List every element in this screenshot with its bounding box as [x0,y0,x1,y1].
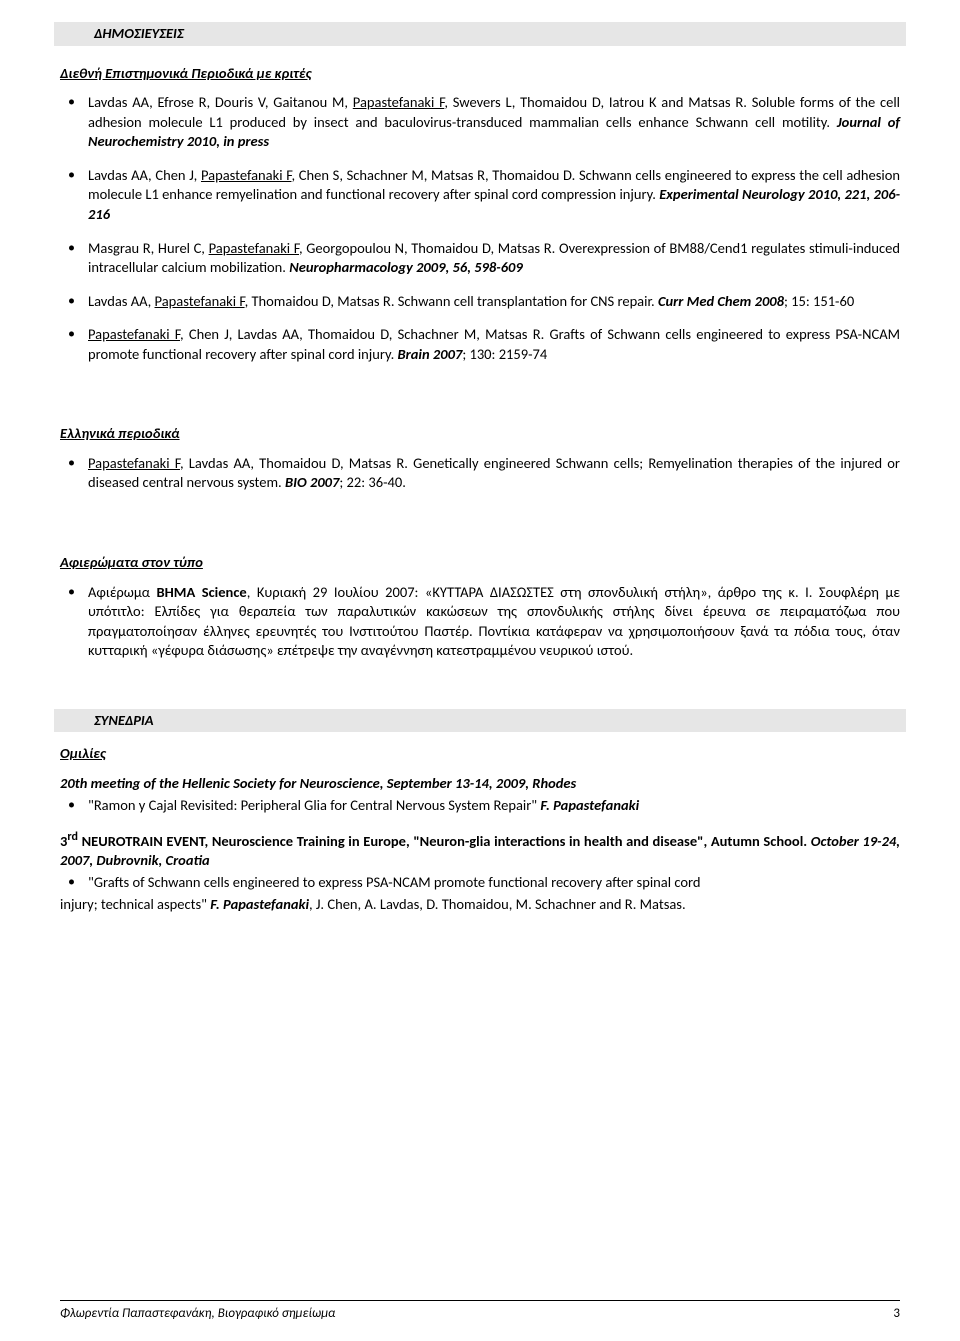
press-heading: Αφιερώματα στον τύπο [60,553,900,573]
talk-title: "Ramon y Cajal Revisited: Peripheral Gli… [88,796,540,814]
pub-text: ; 15: 151-60 [784,292,854,310]
press-list: Αφιέρωμα ΒΗΜΑ Science, Κυριακή 29 Ιουλίο… [60,583,900,661]
talk-list: "Grafts of Schwann cells engineered to e… [60,873,900,893]
author-self: Papastefanaki F [209,239,299,257]
journal-ref: Curr Med Chem 2008 [658,292,784,310]
pub-text: , Thomaidou D, Matsas R. Schwann cell tr… [245,292,658,310]
greek-pub-list: Papastefanaki F, Lavdas AA, Thomaidou D,… [60,454,900,493]
intl-pub-list: Lavdas AA, Efrose R, Douris V, Gaitanou … [60,93,900,364]
speaker: F. Papastefanaki [540,796,639,814]
author-self: Papastefanaki F [353,93,445,111]
publications-header: ΔΗΜΟΣΙΕΥΣΕΙΣ [54,22,906,46]
pub-text: Masgrau R, Hurel C, [88,239,209,257]
author-self: Papastefanaki F [88,454,180,472]
pub-text: Lavdas AA, Chen J, [88,166,201,184]
press-text: Αφιέρωμα [88,583,157,601]
journal-ref: BIO 2007 [285,473,339,491]
pub-text: ; 130: 2159-74 [462,345,547,363]
author-self: Papastefanaki F [201,166,291,184]
event-heading: 3rd NEUROTRAIN EVENT, Neuroscience Train… [60,829,900,871]
speaker: F. Papastefanaki [210,895,309,913]
pub-item: Papastefanaki F, Lavdas AA, Thomaidou D,… [60,454,900,493]
event-title: 20th meeting of the Hellenic Society for… [60,774,576,792]
greek-journals-heading: Ελληνικά περιοδικά [60,424,900,444]
pub-item: Lavdas AA, Papastefanaki F, Thomaidou D,… [60,292,900,312]
pub-text: , Lavdas AA, Thomaidou D, Matsas R. Gene… [88,454,900,492]
talk-item: "Ramon y Cajal Revisited: Peripheral Gli… [60,796,900,816]
pub-item: Masgrau R, Hurel C, Papastefanaki F, Geo… [60,239,900,278]
intl-journals-heading: Διεθνή Επιστημονικά Περιοδικά με κριτές [60,64,900,84]
pub-text: ; 22: 36-40. [339,473,406,491]
talk-title: injury; technical aspects" [60,895,210,913]
page-number: 3 [893,1305,900,1323]
press-item: Αφιέρωμα ΒΗΜΑ Science, Κυριακή 29 Ιουλίο… [60,583,900,661]
pub-item: Papastefanaki F, Chen J, Lavdas AA, Thom… [60,325,900,364]
footer-name: Φλωρεντία Παπαστεφανάκη, Βιογραφικό σημε… [60,1305,335,1323]
pub-text: Lavdas AA, [88,292,155,310]
talks-heading: Ομιλίες [60,744,900,764]
talk-title: "Grafts of Schwann cells engineered to e… [88,873,700,891]
event-title: NEUROTRAIN EVENT, Neuroscience Training … [78,832,811,850]
page-footer: Φλωρεντία Παπαστεφανάκη, Βιογραφικό σημε… [60,1300,900,1323]
conferences-header: ΣΥΝΕΔΡΙΑ [54,709,906,733]
talk-list: "Ramon y Cajal Revisited: Peripheral Gli… [60,796,900,816]
coauthors: , J. Chen, A. Lavdas, D. Thomaidou, M. S… [309,895,686,913]
author-self: Papastefanaki F [155,292,245,310]
pub-item: Lavdas AA, Chen J, Papastefanaki F, Chen… [60,166,900,225]
event-heading: 20th meeting of the Hellenic Society for… [60,774,900,794]
press-outlet: ΒΗΜΑ Science [157,583,247,601]
journal-ref: Brain 2007 [398,345,463,363]
journal-ref: Neuropharmacology 2009, 56, 598-609 [289,258,523,276]
pub-item: Lavdas AA, Efrose R, Douris V, Gaitanou … [60,93,900,152]
author-self: Papastefanaki F [88,325,180,343]
talk-item-continuation: injury; technical aspects" F. Papastefan… [60,895,900,915]
pub-text: Lavdas AA, Efrose R, Douris V, Gaitanou … [88,93,353,111]
ordinal-sup: rd [67,829,78,844]
talk-item: "Grafts of Schwann cells engineered to e… [60,873,900,893]
